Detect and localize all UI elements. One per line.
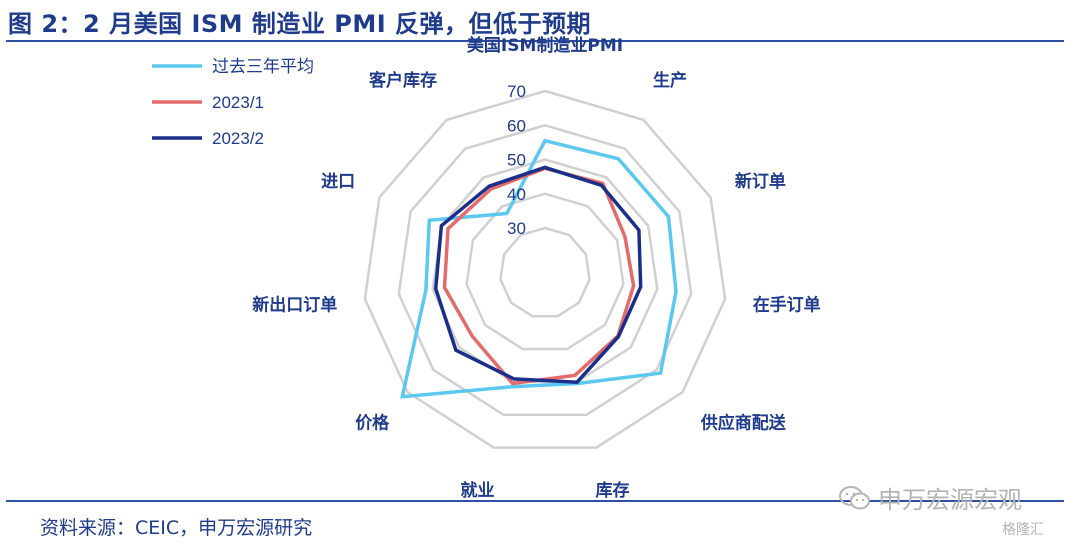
axis-label: 新订单: [735, 171, 786, 192]
watermark-sub: 格隆汇: [1002, 522, 1044, 538]
series-line-1: [400, 138, 678, 399]
title-rule: [6, 40, 1064, 42]
axis-label: 供应商配送: [700, 412, 787, 433]
wechat-icon: [839, 485, 870, 509]
legend-label: 2023/2: [212, 129, 264, 148]
legend-label: 过去三年平均: [212, 57, 314, 76]
axis-label: 就业: [461, 480, 495, 501]
source-note: 资料来源：CEIC，申万宏源研究: [40, 517, 313, 539]
axis-label: 进口: [321, 172, 355, 192]
tick-label: 30: [507, 219, 526, 238]
tick-label: 70: [507, 82, 526, 101]
axis-label: 在手订单: [753, 295, 821, 316]
legend: 过去三年平均 2023/1 2023/2: [152, 57, 314, 148]
tick-label: 50: [507, 151, 526, 170]
tick-label: 60: [507, 116, 526, 135]
legend-label: 2023/1: [212, 93, 264, 112]
grid-ring-70: [363, 89, 727, 449]
axis-label: 生产: [653, 70, 687, 91]
radar-ticks: 30 40 50 60 70: [507, 82, 526, 238]
tick-label: 40: [507, 185, 526, 204]
grid-ring-40: [465, 192, 625, 351]
grid-ring-30: [499, 226, 591, 318]
radar-series: [400, 138, 678, 399]
watermark-text: 申万宏源宏观: [878, 486, 1022, 514]
axis-label: 美国ISM制造业PMI: [467, 35, 623, 56]
footer-rule: [6, 500, 1064, 502]
axis-label: 客户库存: [368, 70, 437, 91]
grid-ring-60: [397, 123, 693, 417]
series-line-3: [433, 165, 643, 384]
axis-label: 新出口订单: [252, 295, 337, 316]
axis-label: 库存: [596, 480, 630, 501]
figure-title: 图 2：2 月美国 ISM 制造业 PMI 反弹，但低于预期: [8, 10, 592, 38]
watermark: 申万宏源宏观: [838, 480, 1022, 515]
axis-label: 价格: [355, 412, 390, 433]
